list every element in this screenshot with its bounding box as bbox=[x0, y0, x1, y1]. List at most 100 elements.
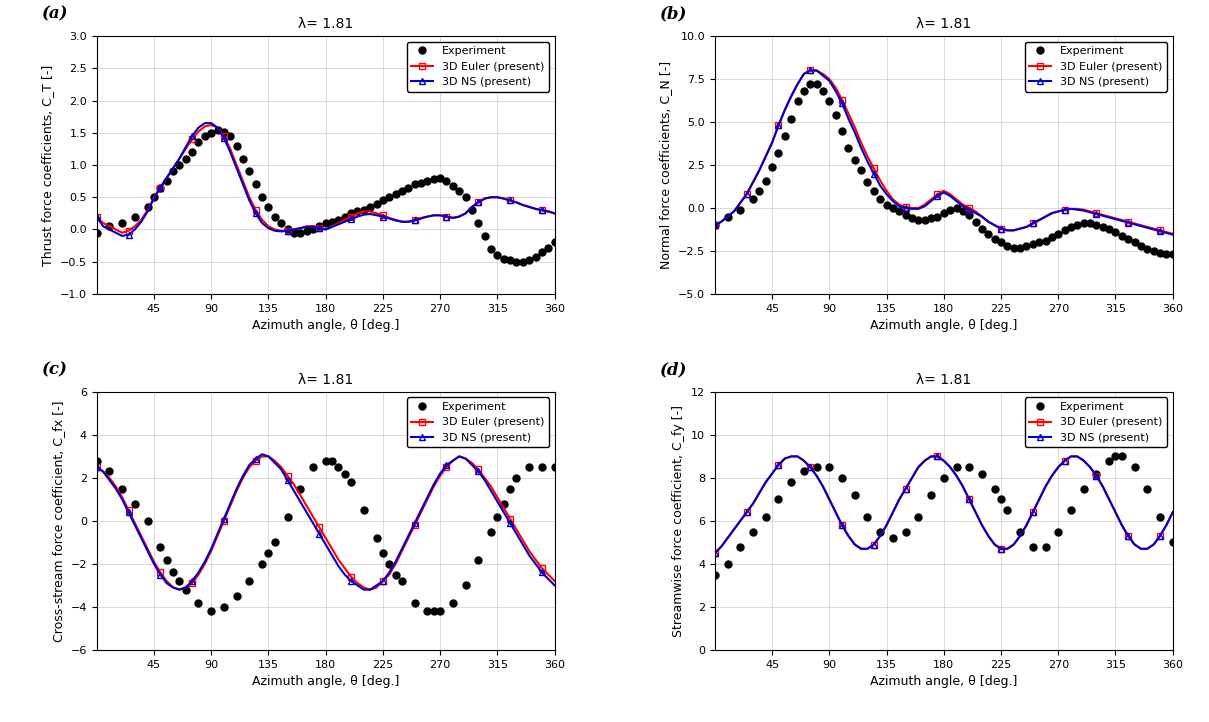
Line: 3D Euler (present): 3D Euler (present) bbox=[712, 453, 1175, 556]
Experiment bbox=[160, 555, 174, 564]
3D Euler (present) bbox=[255, 452, 270, 461]
3D Euler (present) bbox=[943, 463, 958, 471]
Experiment bbox=[534, 463, 549, 471]
Experiment bbox=[988, 484, 1002, 493]
Experiment bbox=[962, 463, 977, 471]
Experiment bbox=[1039, 542, 1053, 551]
3D Euler (present) bbox=[89, 463, 104, 471]
Experiment bbox=[376, 549, 391, 557]
3D Euler (present) bbox=[515, 201, 530, 209]
Experiment bbox=[898, 527, 913, 536]
Experiment bbox=[1109, 452, 1123, 461]
3D NS (present) bbox=[204, 119, 219, 128]
Experiment bbox=[261, 549, 276, 557]
Experiment bbox=[407, 599, 422, 607]
Experiment bbox=[522, 463, 537, 471]
Experiment bbox=[89, 228, 104, 237]
3D Euler (present) bbox=[867, 164, 881, 173]
X-axis label: Azimuth angle, θ [deg.]: Azimuth angle, θ [deg.] bbox=[251, 319, 399, 332]
Experiment bbox=[918, 216, 932, 225]
3D NS (present) bbox=[548, 209, 562, 218]
Experiment bbox=[509, 474, 523, 482]
Experiment bbox=[472, 555, 486, 564]
Experiment bbox=[293, 484, 307, 493]
Experiment bbox=[771, 495, 786, 504]
Experiment bbox=[886, 534, 901, 542]
3D Euler (present) bbox=[172, 586, 186, 594]
Experiment bbox=[255, 560, 270, 568]
Experiment bbox=[427, 606, 441, 615]
Title: λ= 1.81: λ= 1.81 bbox=[916, 373, 971, 386]
3D Euler (present) bbox=[255, 215, 270, 224]
Experiment bbox=[458, 581, 473, 590]
Experiment bbox=[1025, 542, 1040, 551]
3D NS (present) bbox=[803, 66, 817, 75]
3D NS (present) bbox=[249, 454, 264, 463]
Experiment bbox=[707, 570, 722, 579]
3D Euler (present) bbox=[1127, 540, 1141, 549]
Experiment bbox=[357, 506, 371, 515]
3D NS (present) bbox=[89, 212, 104, 221]
3D Euler (present) bbox=[816, 69, 831, 78]
3D Euler (present) bbox=[1095, 211, 1110, 219]
Experiment bbox=[216, 602, 231, 611]
3D NS (present) bbox=[497, 194, 511, 203]
Experiment bbox=[484, 527, 498, 536]
Experiment bbox=[318, 456, 332, 465]
Experiment bbox=[331, 463, 346, 471]
3D Euler (present) bbox=[1095, 482, 1110, 491]
3D Euler (present) bbox=[548, 209, 562, 218]
3D Euler (present) bbox=[943, 190, 958, 199]
Title: λ= 1.81: λ= 1.81 bbox=[299, 373, 353, 386]
Experiment bbox=[267, 538, 282, 547]
Experiment bbox=[548, 463, 562, 471]
3D NS (present) bbox=[943, 191, 958, 200]
3D Euler (present) bbox=[1127, 219, 1141, 228]
3D Euler (present) bbox=[548, 577, 562, 586]
Experiment bbox=[1165, 250, 1180, 258]
Experiment bbox=[172, 577, 186, 586]
Experiment bbox=[822, 463, 837, 471]
3D Euler (present) bbox=[816, 482, 831, 491]
3D Euler (present) bbox=[197, 122, 212, 131]
Experiment bbox=[154, 542, 168, 551]
Experiment bbox=[1089, 469, 1104, 478]
Experiment bbox=[343, 478, 358, 487]
3D Euler (present) bbox=[515, 536, 530, 544]
3D NS (present) bbox=[197, 119, 212, 128]
3D NS (present) bbox=[172, 586, 186, 594]
Experiment bbox=[1115, 452, 1129, 461]
Experiment bbox=[797, 467, 811, 476]
3D NS (present) bbox=[943, 463, 958, 471]
Experiment bbox=[497, 500, 511, 508]
Experiment bbox=[783, 478, 798, 487]
3D Euler (present) bbox=[803, 66, 817, 75]
Legend: Experiment, 3D Euler (present), 3D NS (present): Experiment, 3D Euler (present), 3D NS (p… bbox=[406, 42, 549, 92]
3D NS (present) bbox=[331, 562, 346, 570]
Experiment bbox=[1152, 512, 1167, 521]
3D NS (present) bbox=[515, 540, 530, 549]
Legend: Experiment, 3D Euler (present), 3D NS (present): Experiment, 3D Euler (present), 3D NS (p… bbox=[406, 398, 549, 448]
3D NS (present) bbox=[1095, 482, 1110, 491]
3D NS (present) bbox=[89, 463, 104, 471]
3D Euler (present) bbox=[783, 452, 798, 461]
3D NS (present) bbox=[1095, 212, 1110, 220]
Title: λ= 1.81: λ= 1.81 bbox=[916, 17, 971, 31]
Experiment bbox=[974, 225, 989, 233]
Y-axis label: Streamwise force coefficient, C_fy [-]: Streamwise force coefficient, C_fy [-] bbox=[672, 405, 686, 637]
3D NS (present) bbox=[497, 508, 511, 517]
3D NS (present) bbox=[1165, 508, 1180, 517]
Line: 3D Euler (present): 3D Euler (present) bbox=[94, 122, 557, 235]
Experiment bbox=[394, 577, 409, 586]
3D Euler (present) bbox=[1165, 230, 1180, 238]
3D Euler (present) bbox=[484, 482, 498, 491]
3D NS (present) bbox=[515, 201, 530, 209]
Experiment bbox=[809, 463, 823, 471]
Experiment bbox=[707, 221, 722, 230]
3D NS (present) bbox=[255, 219, 270, 227]
Experiment bbox=[306, 463, 320, 471]
Experiment bbox=[191, 599, 206, 607]
Text: (c): (c) bbox=[42, 361, 68, 378]
3D NS (present) bbox=[331, 220, 346, 229]
3D NS (present) bbox=[1109, 215, 1123, 224]
